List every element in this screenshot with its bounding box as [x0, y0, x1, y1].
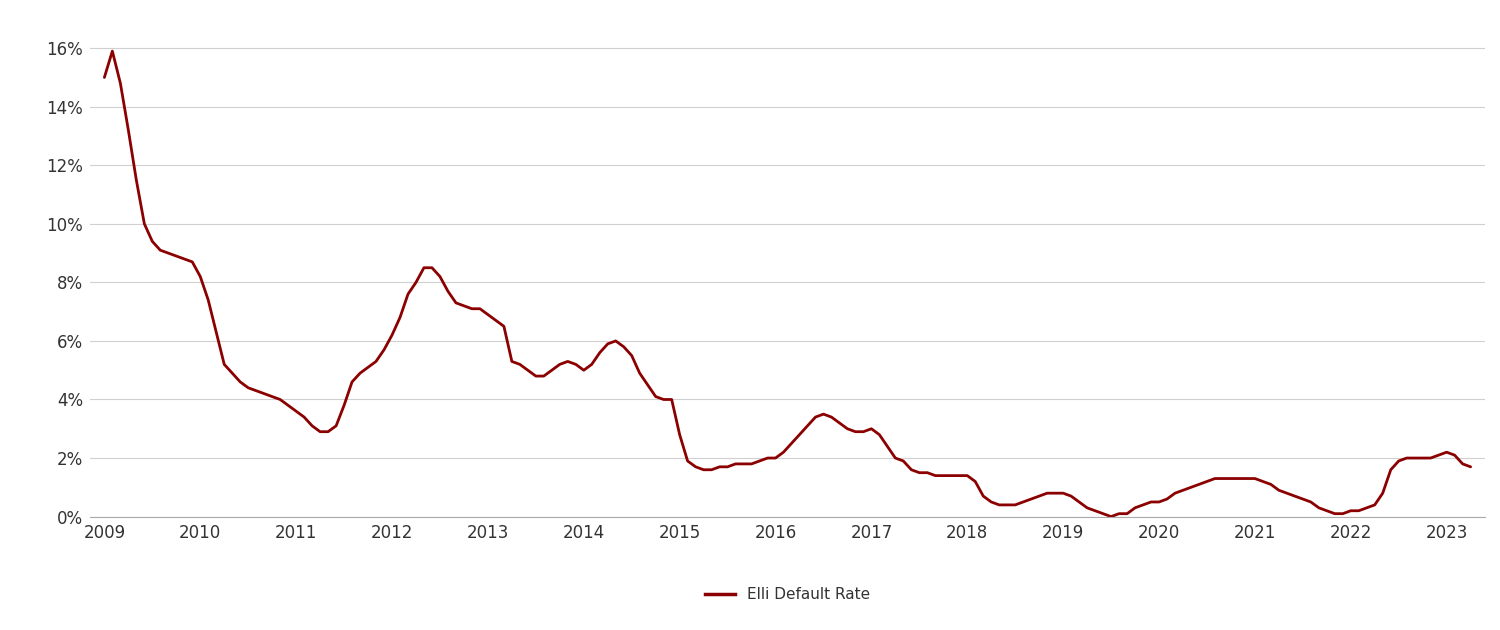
- Legend: Elli Default Rate: Elli Default Rate: [699, 581, 876, 609]
